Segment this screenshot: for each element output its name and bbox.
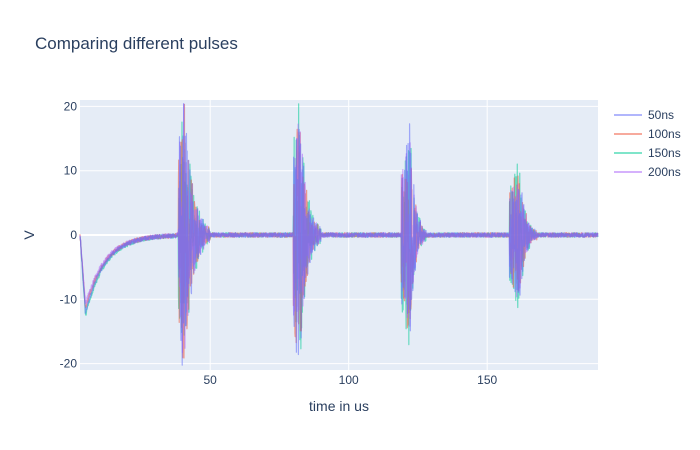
legend-item-100ns[interactable]: 100ns	[614, 127, 681, 141]
series-layer	[79, 103, 599, 366]
legend-label: 100ns	[648, 127, 681, 141]
y-tick-label: 20	[64, 99, 78, 113]
chart-title: Comparing different pulses	[35, 34, 238, 53]
x-tick-label: 100	[339, 373, 359, 387]
legend[interactable]: 50ns 100ns 150ns 200ns	[614, 108, 681, 179]
y-axis-title: V	[21, 230, 37, 240]
legend-label: 50ns	[648, 108, 674, 122]
x-tick-label: 150	[477, 373, 497, 387]
y-tick-label: 10	[64, 164, 78, 178]
series-line-50ns	[79, 103, 599, 366]
y-tick-label: 0	[70, 228, 77, 242]
x-tick-label: 50	[204, 373, 218, 387]
legend-item-150ns[interactable]: 150ns	[614, 146, 681, 160]
y-tick-label: -10	[60, 292, 78, 306]
y-tick-label: -20	[60, 357, 78, 371]
legend-label: 200ns	[648, 165, 681, 179]
legend-label: 150ns	[648, 146, 681, 160]
legend-item-50ns[interactable]: 50ns	[614, 108, 674, 122]
x-axis-title: time in us	[309, 398, 369, 414]
legend-item-200ns[interactable]: 200ns	[614, 165, 681, 179]
